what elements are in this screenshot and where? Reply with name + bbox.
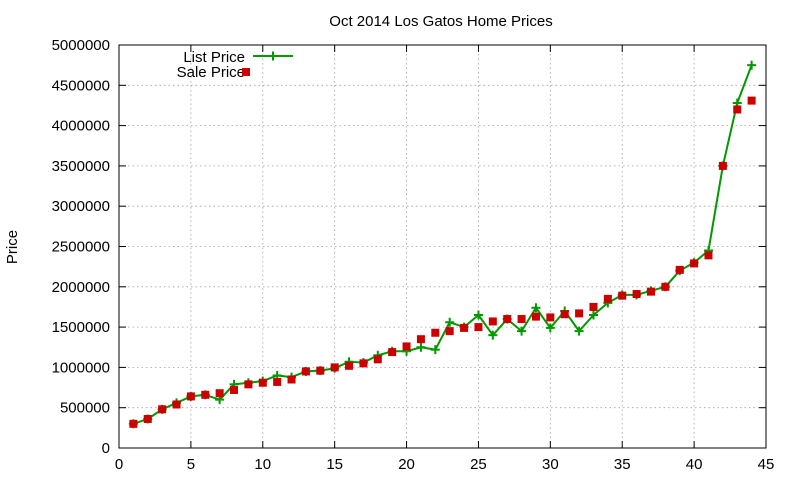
data-point-list-price <box>574 326 584 336</box>
data-point-sale-price <box>345 361 354 370</box>
data-point-sale-price <box>431 328 440 337</box>
y-tick-label: 2500000 <box>52 239 110 256</box>
y-tick-label: 5000000 <box>52 37 110 54</box>
x-tick-label: 45 <box>758 456 775 473</box>
data-point-sale-price <box>445 327 454 336</box>
x-tick-label: 15 <box>326 456 343 473</box>
data-point-sale-price <box>258 378 267 387</box>
data-point-sale-price <box>244 380 253 389</box>
data-point-sale-price <box>316 366 325 375</box>
data-point-list-price <box>488 330 498 340</box>
axis-ticks: 0 5 10 15 20 25 30 35 40 45 0 500000 1000000 1500000 2… <box>52 37 775 473</box>
x-tick-label: 30 <box>542 456 559 473</box>
data-point-sale-price <box>646 287 655 296</box>
data-point-sale-price <box>273 377 282 386</box>
data-point-sale-price <box>287 375 296 384</box>
data-point-sale-price <box>402 342 411 351</box>
series-sale-price <box>129 96 756 428</box>
legend-sample-list-price <box>253 51 293 61</box>
data-point-sale-price <box>560 310 569 319</box>
data-point-sale-price <box>359 359 368 368</box>
data-point-sale-price <box>531 312 540 321</box>
y-tick-label: 1500000 <box>52 319 110 336</box>
data-point-sale-price <box>301 367 310 376</box>
data-point-sale-price <box>172 400 181 409</box>
y-tick-label: 3500000 <box>52 158 110 175</box>
data-point-sale-price <box>546 313 555 322</box>
legend-label-list-price: List Price <box>183 49 245 66</box>
data-point-sale-price <box>474 323 483 332</box>
data-point-sale-price <box>416 335 425 344</box>
y-tick-label: 3000000 <box>52 198 110 215</box>
x-tick-label: 40 <box>686 456 703 473</box>
y-tick-label: 500000 <box>60 400 110 417</box>
series-list-price <box>128 60 757 429</box>
legend-marker-sale-price <box>242 68 250 76</box>
data-point-sale-price <box>575 309 584 318</box>
data-point-list-price <box>416 342 426 352</box>
grid <box>119 45 766 448</box>
x-tick-label: 0 <box>115 456 123 473</box>
x-tick-label: 10 <box>254 456 271 473</box>
legend: List Price Sale Price <box>177 49 293 81</box>
data-point-sale-price <box>330 363 339 372</box>
x-tick-label: 25 <box>470 456 487 473</box>
data-point-sale-price <box>517 315 526 324</box>
data-point-sale-price <box>747 96 756 105</box>
y-tick-label: 0 <box>102 440 110 457</box>
data-point-sale-price <box>186 392 195 401</box>
data-point-list-price <box>545 323 555 333</box>
data-point-sale-price <box>618 291 627 300</box>
data-point-sale-price <box>460 323 469 332</box>
legend-sample-sale-price <box>242 68 250 76</box>
x-tick-label: 5 <box>187 456 195 473</box>
y-axis-label: Price <box>4 230 21 264</box>
data-point-sale-price <box>215 389 224 398</box>
y-tick-label: 4000000 <box>52 118 110 135</box>
data-point-sale-price <box>230 385 239 394</box>
data-point-list-price <box>747 60 757 70</box>
x-tick-label: 20 <box>398 456 415 473</box>
legend-marker-list-price <box>268 51 278 61</box>
y-tick-label: 4500000 <box>52 77 110 94</box>
data-point-sale-price <box>143 414 152 423</box>
data-point-sale-price <box>690 259 699 268</box>
data-point-sale-price <box>201 390 210 399</box>
series-layer <box>128 60 757 429</box>
data-point-sale-price <box>661 282 670 291</box>
data-point-sale-price <box>718 161 727 170</box>
data-point-sale-price <box>373 355 382 364</box>
data-point-sale-price <box>589 302 598 311</box>
data-point-sale-price <box>488 317 497 326</box>
data-point-list-price <box>517 326 527 336</box>
legend-label-sale-price: Sale Price <box>177 64 245 81</box>
data-point-sale-price <box>632 290 641 299</box>
data-point-list-price <box>531 303 541 313</box>
series-line-list-price <box>133 64 753 425</box>
x-tick-label: 35 <box>614 456 631 473</box>
data-point-sale-price <box>733 105 742 114</box>
chart-title: Oct 2014 Los Gatos Home Prices <box>329 13 552 30</box>
data-point-sale-price <box>603 294 612 303</box>
data-point-sale-price <box>675 265 684 274</box>
data-point-sale-price <box>503 315 512 324</box>
data-point-sale-price <box>158 405 167 414</box>
data-point-list-price <box>430 345 440 355</box>
y-tick-label: 1000000 <box>52 359 110 376</box>
data-point-list-price <box>473 310 483 320</box>
data-point-sale-price <box>129 419 138 428</box>
data-point-list-price <box>445 317 455 327</box>
y-tick-label: 2000000 <box>52 279 110 296</box>
data-point-sale-price <box>388 348 397 357</box>
data-point-list-price <box>588 310 598 320</box>
data-point-sale-price <box>704 251 713 260</box>
